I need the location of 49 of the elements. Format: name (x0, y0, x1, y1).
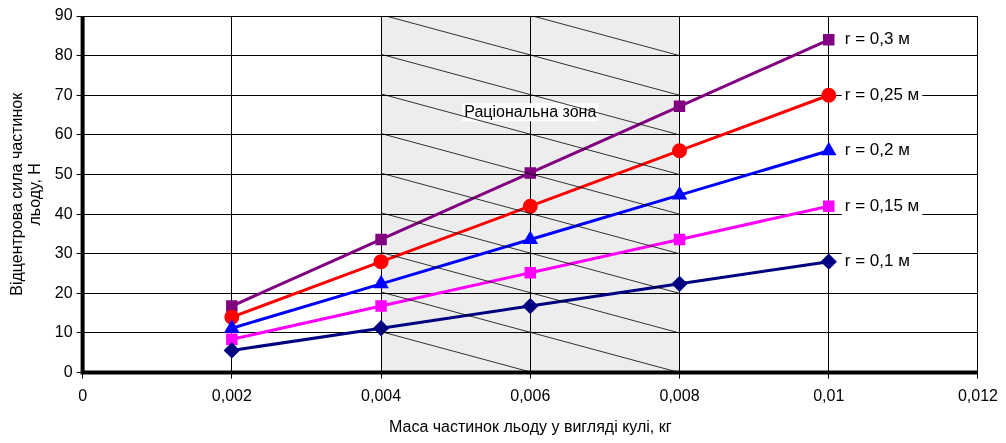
point (226, 300, 238, 312)
series-label: r = 0,15 м (844, 195, 920, 215)
point (375, 300, 387, 312)
point (224, 309, 240, 325)
point (822, 143, 836, 156)
x-axis-title: Маса частинок льоду у вигляді кулі, кг (389, 417, 672, 435)
x-tick-label: 0 (78, 386, 88, 404)
series-label: r = 0,1 м (844, 251, 910, 271)
point (672, 187, 687, 200)
point (373, 254, 389, 270)
y-tick-label: 10 (54, 323, 73, 341)
series-label: r = 0,2 м (844, 140, 910, 160)
point (522, 298, 538, 314)
point (523, 231, 537, 244)
x-tick-label: 0,008 (659, 386, 700, 404)
y-tick-label: 20 (54, 283, 73, 301)
point (224, 342, 240, 358)
y-tick-label: 40 (54, 204, 73, 222)
point (373, 320, 389, 336)
point (672, 143, 688, 159)
point (821, 87, 837, 103)
point (375, 233, 387, 246)
point (225, 320, 239, 333)
y-axis-title: Відцентрова сила частинок льоду, Н (7, 91, 44, 296)
point (672, 276, 688, 292)
series-label: r = 0,25 м (844, 84, 920, 104)
point (374, 276, 388, 289)
point (823, 34, 835, 46)
point (673, 100, 686, 113)
point (821, 254, 837, 270)
y-tick-label: 0 (63, 363, 73, 381)
point (673, 233, 686, 246)
y-tick-label: 50 (54, 164, 73, 182)
point (226, 333, 238, 346)
x-tick-label: 0,01 (813, 386, 845, 404)
band-label: Раціональна зона (464, 102, 597, 120)
x-tick-label: 0,002 (211, 386, 252, 404)
x-tick-label: 0,006 (510, 386, 551, 404)
y-tick-label: 70 (54, 85, 73, 103)
point (823, 200, 835, 212)
y-tick-label: 60 (54, 125, 73, 143)
point (524, 267, 537, 279)
x-tick-label: 0,004 (361, 386, 402, 404)
series-label: r = 0,3 м (844, 29, 910, 49)
x-tick-label: 0,012 (957, 386, 999, 404)
y-tick-label: 30 (54, 244, 73, 262)
point (522, 198, 538, 214)
y-tick-label: 90 (54, 6, 73, 24)
y-tick-label: 80 (54, 46, 73, 64)
